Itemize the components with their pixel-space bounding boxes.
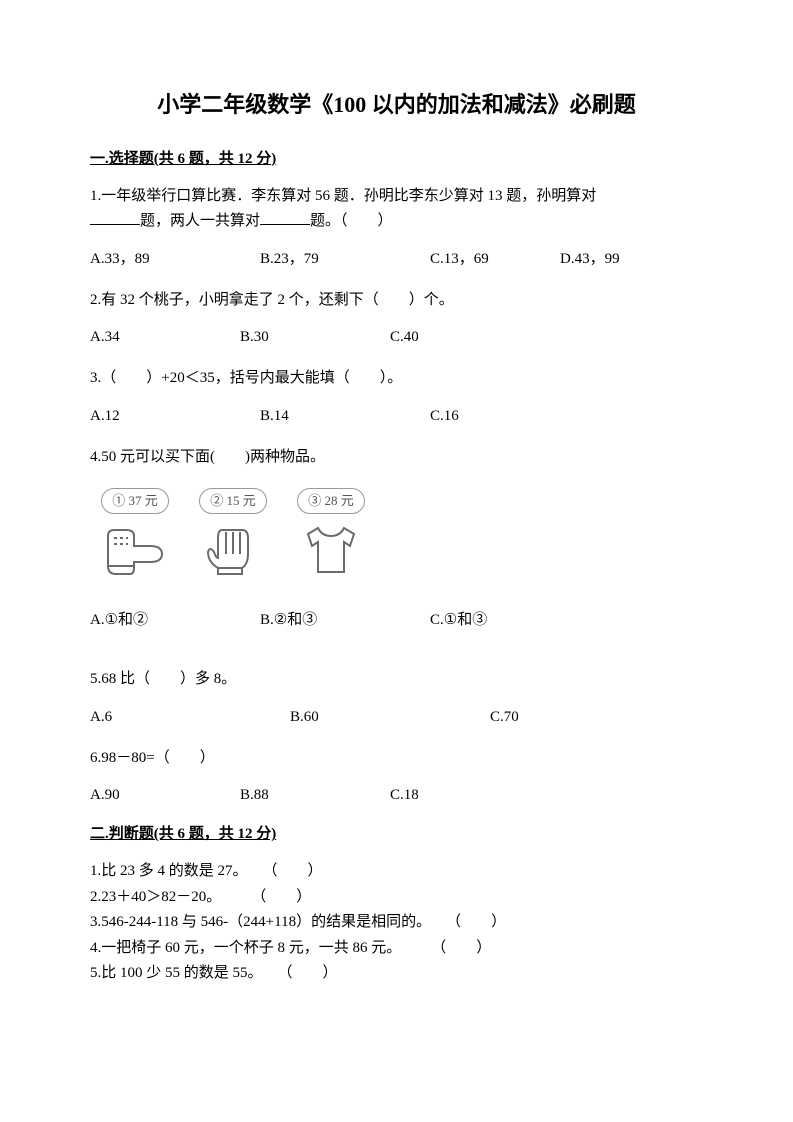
question-1: 1.一年级举行口算比赛．李东算对 56 题．孙明比李东少算对 13 题，孙明算对… [90, 184, 703, 235]
q4-items: ① 37 元 ② 15 元 ③ 28 元 [100, 488, 703, 582]
q4-price-1: ① 37 元 [101, 488, 169, 514]
q4-price-2: ② 15 元 [199, 488, 267, 514]
q5-options: A.6 B.60 C.70 [90, 707, 703, 728]
page-title: 小学二年级数学《100 以内的加法和减法》必刷题 [90, 90, 703, 121]
boots-icon [100, 518, 170, 582]
q2-options: A.34 B.30 C.40 [90, 327, 703, 348]
tf-line-1: 1.比 23 多 4 的数是 27。 （ ） [90, 859, 703, 885]
q1-opt-a[interactable]: A.33，89 [90, 249, 260, 270]
q2-opt-a[interactable]: A.34 [90, 327, 240, 348]
q1-opt-d[interactable]: D.43，99 [560, 249, 730, 270]
q1-blank-2[interactable] [260, 210, 310, 225]
q4-price-3: ③ 28 元 [297, 488, 365, 514]
q4-item-3: ③ 28 元 [296, 488, 366, 582]
question-3: 3.（ ）+20＜35，括号内最大能填（ ）。 [90, 366, 703, 392]
q3-opt-b[interactable]: B.14 [260, 406, 430, 427]
q5-opt-c[interactable]: C.70 [490, 707, 690, 728]
q1-blank-1[interactable] [90, 210, 140, 225]
q1-opt-b[interactable]: B.23，79 [260, 249, 430, 270]
question-5: 5.68 比（ ）多 8。 [90, 667, 703, 693]
section-1-header: 一.选择题(共 6 题，共 12 分) [90, 149, 703, 170]
q1-text-c: 题。（ ） [310, 213, 393, 229]
q1-opt-c[interactable]: C.13，69 [430, 249, 560, 270]
tf-line-3: 3.546-244-118 与 546-（244+118）的结果是相同的。 （ … [90, 910, 703, 936]
q6-options: A.90 B.88 C.18 [90, 785, 703, 806]
tf-line-5: 5.比 100 少 55 的数是 55。 （ ） [90, 961, 703, 987]
q2-opt-c[interactable]: C.40 [390, 327, 540, 348]
q1-text-a: 1.一年级举行口算比赛．李东算对 56 题．孙明比李东少算对 13 题，孙明算对 [90, 188, 596, 204]
q4-opt-b[interactable]: B.②和③ [260, 610, 430, 631]
tshirt-icon [296, 518, 366, 582]
q5-opt-a[interactable]: A.6 [90, 707, 290, 728]
q2-opt-b[interactable]: B.30 [240, 327, 390, 348]
q5-opt-b[interactable]: B.60 [290, 707, 490, 728]
question-6: 6.98－80=（ ） [90, 746, 703, 772]
q1-text-b: 题，两人一共算对 [140, 213, 260, 229]
q6-opt-a[interactable]: A.90 [90, 785, 240, 806]
q1-options: A.33，89 B.23，79 C.13，69 D.43，99 [90, 249, 703, 270]
question-4: 4.50 元可以买下面( )两种物品。 [90, 445, 703, 471]
q3-options: A.12 B.14 C.16 [90, 406, 703, 427]
gloves-icon [198, 518, 268, 582]
q3-opt-a[interactable]: A.12 [90, 406, 260, 427]
q4-item-2: ② 15 元 [198, 488, 268, 582]
q4-opt-c[interactable]: C.①和③ [430, 610, 600, 631]
q4-options: A.①和② B.②和③ C.①和③ [90, 610, 703, 631]
q4-opt-a[interactable]: A.①和② [90, 610, 260, 631]
tf-line-4: 4.一把椅子 60 元，一个杯子 8 元，一共 86 元。 （ ） [90, 936, 703, 962]
section-2-header: 二.判断题(共 6 题，共 12 分) [90, 824, 703, 845]
q4-item-1: ① 37 元 [100, 488, 170, 582]
q6-opt-b[interactable]: B.88 [240, 785, 390, 806]
q6-opt-c[interactable]: C.18 [390, 785, 540, 806]
question-2: 2.有 32 个桃子，小明拿走了 2 个，还剩下（ ）个。 [90, 288, 703, 314]
q3-opt-c[interactable]: C.16 [430, 406, 600, 427]
tf-line-2: 2.23＋40＞82－20。 （ ） [90, 885, 703, 911]
